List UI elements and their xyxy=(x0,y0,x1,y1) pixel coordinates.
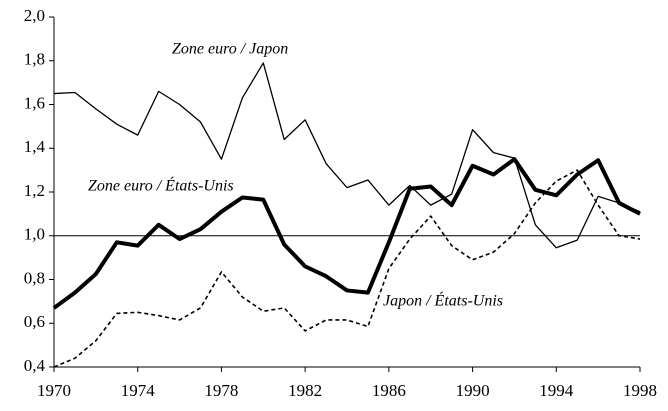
x-tick-label: 1974 xyxy=(121,381,156,400)
y-tick-label: 1,8 xyxy=(24,50,45,69)
y-tick-label: 1,0 xyxy=(24,225,45,244)
series-line xyxy=(53,169,641,368)
y-tick-label: 1,6 xyxy=(24,93,45,112)
x-tick-label: 1982 xyxy=(288,381,322,400)
x-tick-label: 1978 xyxy=(204,381,238,400)
y-tick-label: 1,4 xyxy=(24,137,46,156)
series-label: Zone euro / États-Unis xyxy=(88,176,234,195)
series-label: Zone euro / Japon xyxy=(172,41,288,58)
y-tick-label: 0,8 xyxy=(24,268,45,287)
series-line xyxy=(52,157,641,310)
series-line xyxy=(53,62,641,249)
x-tick-label: 1994 xyxy=(539,381,574,400)
x-tick-label: 1970 xyxy=(37,381,71,400)
y-tick-label: 2,0 xyxy=(24,6,45,25)
x-tick-label: 1990 xyxy=(456,381,490,400)
x-tick-label: 1998 xyxy=(623,381,657,400)
y-tick-label: 0,4 xyxy=(24,356,46,375)
y-tick-label: 0,6 xyxy=(24,312,45,331)
y-tick-label: 1,2 xyxy=(24,181,45,200)
series-label: Japon / États-Unis xyxy=(383,291,503,310)
x-tick-label: 1986 xyxy=(372,381,406,400)
